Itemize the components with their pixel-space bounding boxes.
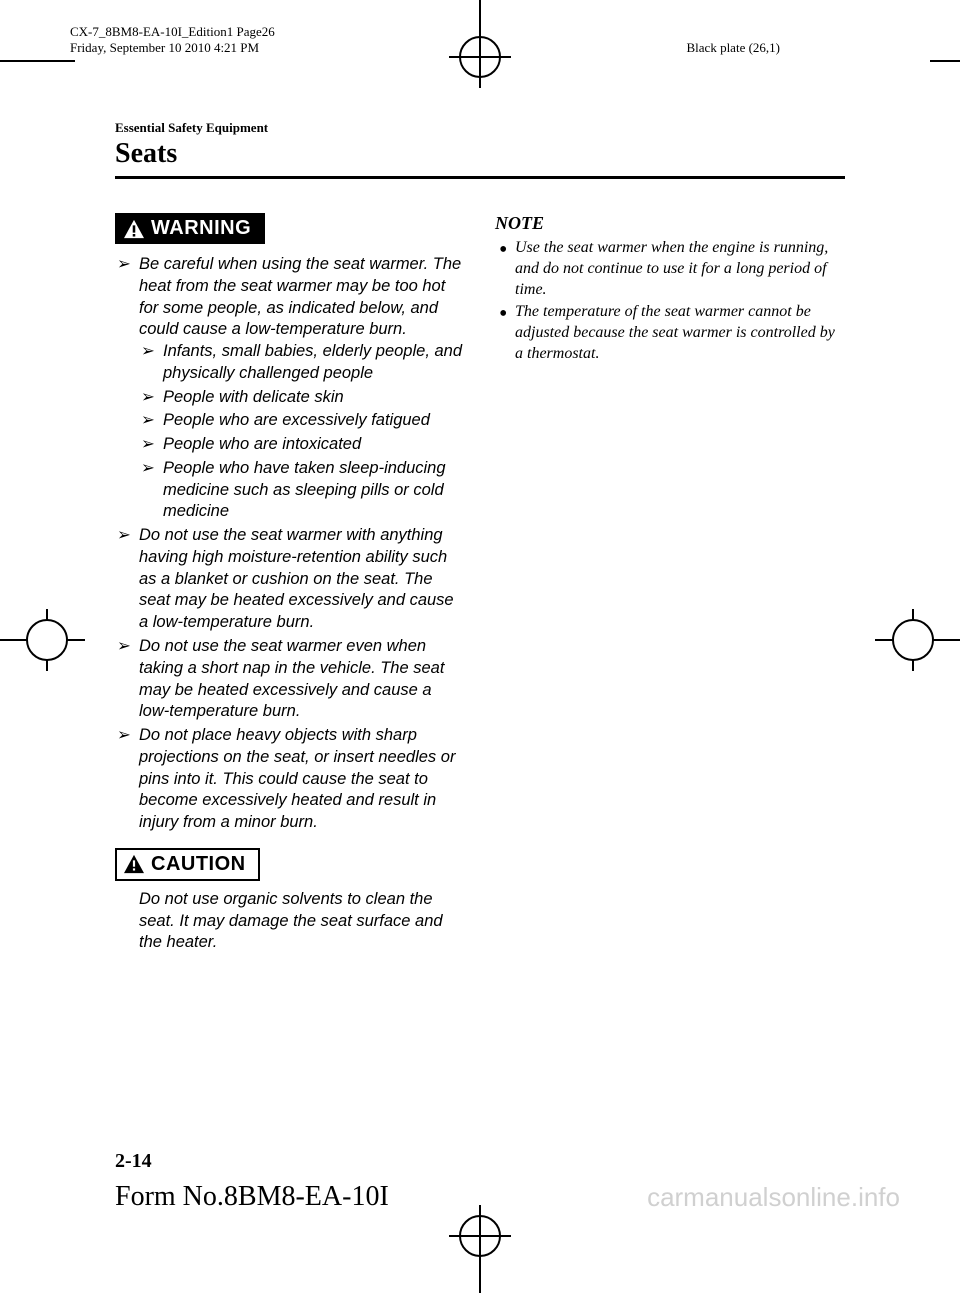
print-metadata: CX-7_8BM8-EA-10I_Edition1 Page26 Friday,… xyxy=(70,24,275,56)
warning-sub-list: Infants, small babies, elderly people, a… xyxy=(139,341,465,523)
warning-icon xyxy=(123,219,145,239)
list-item: People who have taken sleep-inducing med… xyxy=(163,458,465,523)
warning-text: Be careful when using the seat warmer. T… xyxy=(139,255,461,338)
page-number: 2-14 xyxy=(115,1150,152,1173)
caution-text: Do not use organic solvents to clean the… xyxy=(115,889,465,954)
note-list: Use the seat warmer when the engine is r… xyxy=(495,238,845,365)
list-item: Do not use the seat warmer even when tak… xyxy=(139,636,465,723)
print-meta-line1: CX-7_8BM8-EA-10I_Edition1 Page26 xyxy=(70,24,275,40)
registration-mark xyxy=(892,619,934,661)
watermark: carmanualsonline.info xyxy=(647,1182,900,1213)
note-heading: NOTE xyxy=(495,213,845,234)
left-column: WARNING Be careful when using the seat w… xyxy=(115,213,465,954)
warning-list: Be careful when using the seat warmer. T… xyxy=(115,254,465,834)
list-item: People who are intoxicated xyxy=(163,434,465,456)
caution-badge: CAUTION xyxy=(115,848,260,881)
form-number: Form No.8BM8-EA-10I xyxy=(115,1181,389,1213)
list-item: Be careful when using the seat warmer. T… xyxy=(139,254,465,523)
crop-mark xyxy=(479,1205,481,1267)
page-content: Essential Safety Equipment Seats WARNING… xyxy=(115,120,845,1173)
list-item: Do not use the seat warmer with anything… xyxy=(139,525,465,634)
right-column: NOTE Use the seat warmer when the engine… xyxy=(495,213,845,954)
registration-mark xyxy=(26,619,68,661)
warning-badge: WARNING xyxy=(115,213,265,244)
plate-label: Black plate (26,1) xyxy=(687,40,781,56)
section-heading: Essential Safety Equipment xyxy=(115,120,845,136)
list-item: People with delicate skin xyxy=(163,387,465,409)
list-item: Infants, small babies, elderly people, a… xyxy=(163,341,465,385)
two-column-layout: WARNING Be careful when using the seat w… xyxy=(115,213,845,954)
warning-label: WARNING xyxy=(151,217,251,240)
crop-mark xyxy=(0,60,75,62)
list-item: The temperature of the seat warmer canno… xyxy=(515,302,845,364)
crop-mark xyxy=(930,60,960,62)
header-rule xyxy=(115,176,845,179)
list-item: Use the seat warmer when the engine is r… xyxy=(515,238,845,300)
caution-icon xyxy=(123,854,145,874)
print-meta-line2: Friday, September 10 2010 4:21 PM xyxy=(70,40,275,56)
caution-label: CAUTION xyxy=(151,853,246,876)
list-item: Do not place heavy objects with sharp pr… xyxy=(139,725,465,834)
crop-mark xyxy=(479,26,481,88)
list-item: People who are excessively fatigued xyxy=(163,410,465,432)
page-title: Seats xyxy=(115,138,845,170)
